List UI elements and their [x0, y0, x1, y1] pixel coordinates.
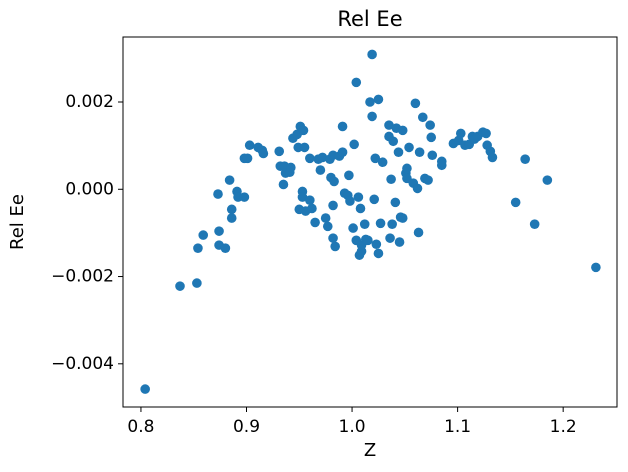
- point: [349, 139, 359, 150]
- point: [305, 195, 315, 205]
- point: [375, 218, 386, 229]
- point: [258, 148, 269, 159]
- point: [244, 140, 255, 151]
- point: [426, 132, 437, 143]
- point: [367, 111, 377, 122]
- point: [373, 248, 384, 259]
- point: [344, 170, 354, 181]
- point: [353, 192, 364, 202]
- point: [386, 174, 396, 185]
- y-axis-label: Rel Ee: [7, 194, 28, 250]
- point: [529, 219, 540, 229]
- point: [242, 153, 253, 164]
- point: [239, 192, 250, 202]
- point: [423, 175, 433, 185]
- point: [299, 142, 310, 153]
- point: [393, 147, 404, 157]
- point: [390, 197, 401, 208]
- point: [520, 154, 530, 164]
- x-tick-label: 0.8: [127, 417, 154, 437]
- point: [455, 128, 466, 139]
- point: [371, 239, 382, 250]
- point: [365, 97, 375, 107]
- x-tick-label: 1.0: [339, 417, 366, 437]
- point: [307, 203, 317, 214]
- point: [404, 142, 414, 153]
- point: [412, 183, 423, 194]
- point: [305, 153, 315, 164]
- point: [370, 153, 381, 164]
- point: [591, 262, 601, 273]
- point: [413, 227, 424, 238]
- chart-title: Rel Ee: [337, 7, 402, 31]
- point: [417, 112, 428, 123]
- x-axis-label: Z: [364, 440, 376, 461]
- y-tick-label: 0.002: [65, 92, 114, 112]
- point: [328, 200, 338, 211]
- y-tick-label: 0.000: [65, 179, 114, 199]
- point: [385, 233, 395, 243]
- point: [175, 281, 185, 291]
- point: [274, 146, 285, 157]
- point: [367, 49, 377, 60]
- point: [226, 204, 237, 215]
- point: [140, 384, 150, 394]
- point: [397, 213, 408, 223]
- x-tick-label: 1.2: [550, 417, 577, 437]
- point: [397, 125, 408, 136]
- point: [278, 179, 289, 190]
- point: [394, 237, 405, 247]
- point: [402, 163, 412, 174]
- point: [337, 121, 348, 132]
- point: [329, 176, 339, 187]
- point: [427, 150, 438, 161]
- point: [214, 226, 224, 236]
- point: [193, 243, 203, 253]
- point: [363, 235, 373, 246]
- point: [315, 165, 326, 175]
- x-tick-label: 0.9: [233, 417, 260, 437]
- point: [320, 213, 331, 223]
- point: [369, 194, 380, 205]
- point: [542, 175, 553, 185]
- point: [192, 278, 202, 288]
- point: [224, 175, 235, 185]
- point: [226, 213, 237, 223]
- point: [436, 156, 447, 167]
- point: [322, 221, 333, 232]
- point: [387, 219, 397, 229]
- point: [328, 233, 338, 243]
- x-tick-label: 1.1: [444, 417, 471, 437]
- point: [388, 136, 399, 147]
- point: [414, 147, 425, 157]
- point: [384, 120, 394, 130]
- point: [298, 125, 309, 136]
- point: [317, 152, 328, 163]
- y-tick-label: −0.002: [51, 267, 114, 287]
- point: [355, 203, 366, 214]
- plot-frame: [122, 36, 618, 408]
- point: [410, 98, 421, 109]
- point: [198, 230, 209, 240]
- point: [337, 147, 348, 157]
- point: [377, 157, 388, 168]
- point: [330, 241, 340, 252]
- point: [351, 77, 362, 88]
- point: [345, 196, 355, 206]
- point: [348, 223, 358, 233]
- point: [481, 128, 491, 139]
- point: [359, 219, 370, 229]
- point: [510, 197, 521, 208]
- point: [373, 94, 384, 105]
- y-tick-label: −0.004: [51, 354, 114, 374]
- point: [310, 217, 320, 228]
- point: [220, 243, 231, 253]
- point: [425, 120, 435, 130]
- point: [487, 152, 498, 163]
- point: [286, 162, 296, 173]
- point: [297, 192, 308, 202]
- point: [213, 189, 223, 199]
